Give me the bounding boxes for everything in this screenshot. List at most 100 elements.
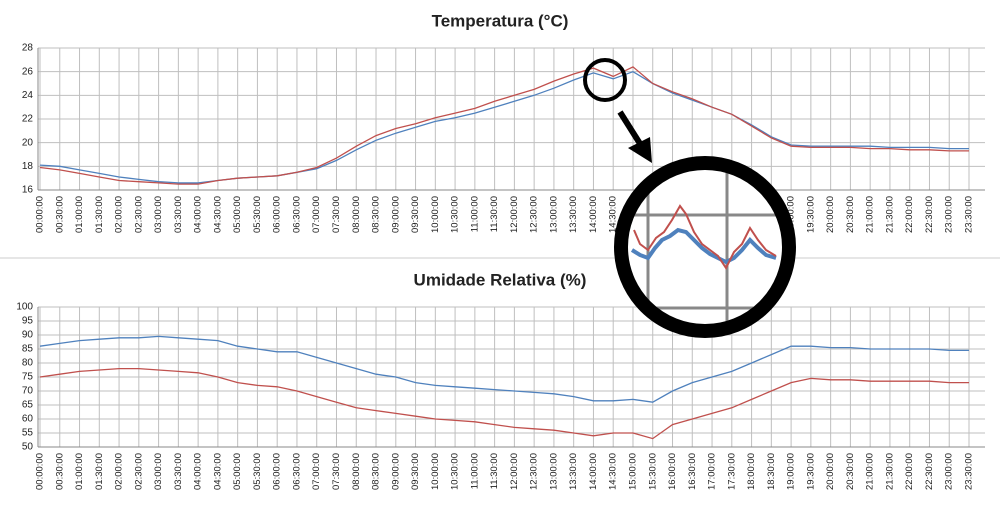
x-tick-label: 17:00:00 [707, 453, 718, 490]
x-tick-label: 02:00:00 [114, 453, 125, 490]
y-tick-label: 16 [22, 185, 34, 196]
x-tick-label: 20:30:00 [845, 196, 856, 233]
x-tick-label: 14:30:00 [608, 453, 619, 490]
data-line [39, 335, 969, 403]
x-tick-label: 19:30:00 [805, 453, 816, 490]
x-tick-label: 02:30:00 [133, 453, 144, 490]
x-tick-label: 22:30:00 [924, 453, 935, 490]
x-tick-label: 15:00:00 [627, 453, 638, 490]
x-tick-label: 11:00:00 [469, 196, 480, 232]
x-tick-label: 10:30:00 [450, 196, 461, 233]
zoom-annotation [583, 58, 796, 338]
x-tick-label: 08:00:00 [351, 453, 362, 490]
x-tick-label: 22:00:00 [904, 196, 915, 233]
x-tick-label: 00:00:00 [35, 196, 46, 233]
x-tick-label: 23:30:00 [964, 453, 975, 490]
x-tick-label: 10:00:00 [430, 453, 441, 490]
y-tick-label: 28 [22, 43, 34, 54]
y-tick-label: 85 [22, 344, 34, 355]
x-tick-label: 18:30:00 [766, 453, 777, 490]
x-tick-label: 11:30:00 [489, 196, 500, 232]
x-tick-label: 16:30:00 [687, 453, 698, 490]
chart-title: Umidade Relativa (%) [414, 270, 587, 289]
x-tick-label: 11:00:00 [469, 453, 480, 489]
x-tick-label: 03:00:00 [153, 196, 164, 233]
x-tick-label: 08:30:00 [371, 196, 382, 233]
x-tick-label: 06:30:00 [291, 196, 302, 233]
y-tick-label: 50 [22, 442, 34, 453]
x-tick-label: 22:30:00 [924, 196, 935, 233]
x-tick-label: 22:00:00 [904, 453, 915, 490]
y-tick-label: 22 [22, 114, 34, 125]
y-tick-label: 70 [22, 386, 34, 397]
x-tick-label: 20:00:00 [825, 453, 836, 490]
x-tick-label: 09:30:00 [410, 196, 421, 233]
x-tick-label: 07:00:00 [311, 196, 322, 233]
y-tick-label: 75 [22, 372, 34, 383]
x-tick-label: 01:00:00 [74, 453, 85, 490]
x-tick-label: 05:30:00 [252, 196, 263, 233]
x-tick-label: 08:00:00 [351, 196, 362, 233]
data-line [39, 66, 969, 185]
x-tick-label: 12:00:00 [509, 196, 520, 233]
x-tick-label: 13:30:00 [568, 453, 579, 490]
x-tick-label: 19:00:00 [786, 196, 797, 233]
x-tick-label: 12:30:00 [529, 453, 540, 490]
x-tick-label: 14:00:00 [588, 453, 599, 490]
x-tick-label: 18:00:00 [746, 453, 757, 490]
x-tick-label: 10:30:00 [450, 453, 461, 490]
x-tick-label: 03:30:00 [173, 196, 184, 233]
x-tick-label: 01:00:00 [74, 196, 85, 233]
x-tick-label: 07:30:00 [331, 453, 342, 490]
y-tick-label: 100 [16, 302, 33, 313]
x-tick-label: 17:30:00 [726, 453, 737, 490]
arrow-head [628, 137, 652, 163]
x-tick-label: 04:30:00 [212, 196, 223, 233]
x-tick-label: 04:00:00 [193, 453, 204, 490]
x-tick-label: 12:00:00 [509, 453, 520, 490]
x-tick-label: 14:30:00 [608, 196, 619, 233]
y-tick-label: 80 [22, 358, 34, 369]
x-tick-label: 12:30:00 [529, 196, 540, 233]
x-tick-label: 03:00:00 [153, 453, 164, 490]
x-tick-label: 08:30:00 [371, 453, 382, 490]
zoom-circle [614, 156, 796, 338]
x-tick-label: 04:00:00 [193, 196, 204, 233]
x-tick-label: 13:00:00 [548, 453, 559, 490]
x-tick-label: 01:30:00 [94, 196, 105, 233]
x-tick-label: 07:30:00 [331, 196, 342, 233]
y-tick-label: 24 [22, 90, 34, 101]
charts: Temperatura (°C) 16 18 20 22 24 26 28 00:00:00 00… [16, 11, 985, 490]
x-tick-label: 23:00:00 [944, 196, 955, 233]
x-tick-label: 02:30:00 [133, 196, 144, 233]
x-tick-label: 05:00:00 [232, 453, 243, 490]
x-tick-label: 16:00:00 [667, 453, 678, 490]
x-tick-label: 02:00:00 [114, 196, 125, 233]
y-tick-label: 20 [22, 137, 34, 148]
x-tick-label: 04:30:00 [212, 453, 223, 490]
y-tick-label: 55 [22, 428, 34, 439]
x-tick-label: 07:00:00 [311, 453, 322, 490]
x-tick-label: 13:00:00 [548, 196, 559, 233]
x-tick-label: 09:00:00 [390, 196, 401, 233]
y-tick-label: 18 [22, 161, 34, 172]
x-tick-label: 15:30:00 [647, 453, 658, 490]
x-tick-label: 03:30:00 [173, 453, 184, 490]
x-tick-label: 05:30:00 [252, 453, 263, 490]
x-tick-label: 21:30:00 [884, 453, 895, 490]
x-tick-label: 09:00:00 [390, 453, 401, 490]
x-tick-label: 13:30:00 [568, 196, 579, 233]
x-tick-label: 06:00:00 [272, 453, 283, 490]
x-tick-label: 09:30:00 [410, 453, 421, 490]
highlight-circle [583, 58, 627, 102]
chart-title: Temperatura (°C) [432, 11, 569, 30]
y-tick-label: 95 [22, 316, 34, 327]
x-tick-label: 01:30:00 [94, 453, 105, 490]
data-line [39, 367, 969, 440]
x-tick-label: 05:00:00 [232, 196, 243, 233]
x-tick-label: 10:00:00 [430, 196, 441, 233]
x-tick-label: 00:00:00 [35, 453, 46, 490]
x-tick-label: 19:30:00 [805, 196, 816, 233]
x-tick-label: 21:00:00 [865, 453, 876, 490]
